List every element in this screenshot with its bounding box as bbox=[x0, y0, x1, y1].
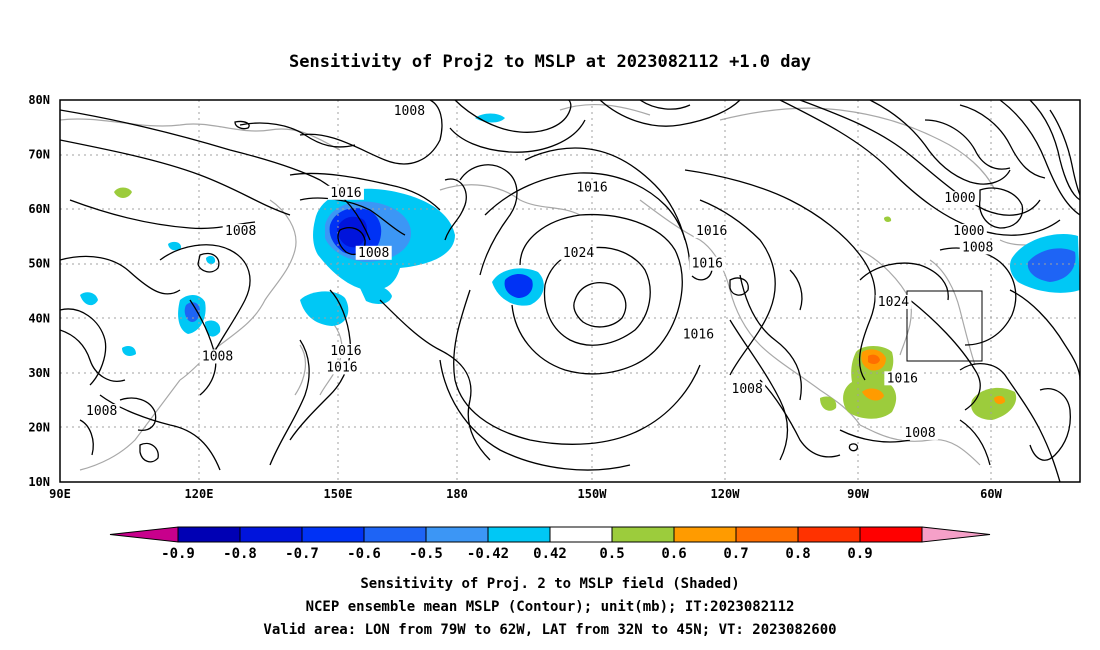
contour-label-background bbox=[729, 382, 766, 397]
y-tick-label: 10N bbox=[28, 475, 50, 489]
contour-label: 1008 bbox=[86, 404, 117, 419]
caption-line-3: Valid area: LON from 79W to 62W, LAT fro… bbox=[263, 622, 836, 638]
contour-label: 1016 bbox=[330, 186, 361, 201]
x-axis: 90E 120E 150E 180 150W 120W 90W 60W bbox=[49, 487, 1002, 501]
contour-label-background bbox=[693, 223, 730, 238]
contour-label-background bbox=[875, 294, 912, 309]
colorbar-cell bbox=[239, 526, 303, 543]
colorbar-cell bbox=[301, 526, 365, 543]
valid-area-box bbox=[906, 290, 983, 362]
contour-label-background bbox=[884, 371, 921, 386]
contour-label-background bbox=[950, 223, 987, 238]
x-tick-label: 90W bbox=[847, 487, 869, 501]
contour-label-background bbox=[355, 245, 392, 260]
contour-label-background bbox=[902, 425, 939, 440]
contour-label: 1008 bbox=[732, 382, 763, 397]
colorbar-cell bbox=[611, 526, 675, 543]
map-frame bbox=[59, 99, 1081, 483]
contour-label-background bbox=[327, 185, 364, 200]
contour-label: 1008 bbox=[225, 224, 256, 239]
y-tick-label: 40N bbox=[28, 311, 50, 325]
colorbar-label: 0.6 bbox=[661, 546, 686, 562]
caption-line-1: Sensitivity of Proj. 2 to MSLP field (Sh… bbox=[360, 576, 739, 592]
colorbar-cell bbox=[549, 526, 613, 543]
y-tick-label: 20N bbox=[28, 420, 50, 434]
contour-label: 1008 bbox=[202, 349, 233, 364]
contour-label-background bbox=[391, 103, 428, 118]
x-tick-label: 150W bbox=[578, 487, 608, 501]
colorbar-cell bbox=[735, 526, 799, 543]
colorbar-label: -0.9 bbox=[161, 546, 195, 562]
contour-label: 1008 bbox=[358, 246, 389, 261]
contour-label-background bbox=[327, 344, 364, 359]
colorbar-lower-extension bbox=[109, 526, 179, 543]
contour-label: 1024 bbox=[878, 295, 909, 310]
colorbar-label: 0.9 bbox=[847, 546, 872, 562]
contour-label: 1008 bbox=[394, 104, 425, 119]
colorbar bbox=[109, 526, 991, 543]
contour-label: 1000 bbox=[953, 224, 984, 239]
contour-label-background bbox=[222, 223, 259, 238]
contour-label: 1000 bbox=[944, 191, 975, 206]
graticule bbox=[60, 100, 1080, 482]
coastlines bbox=[60, 103, 1061, 471]
colorbar-cell bbox=[859, 526, 923, 543]
contour-label-background bbox=[323, 360, 360, 375]
contour-label: 1024 bbox=[563, 246, 594, 261]
contour-label-background bbox=[689, 256, 726, 271]
chart-title: Sensitivity of Proj2 to MSLP at 20230821… bbox=[289, 52, 811, 72]
colorbar-label: -0.5 bbox=[409, 546, 443, 562]
x-tick-label: 120E bbox=[185, 487, 214, 501]
contour-label: 1016 bbox=[683, 328, 714, 343]
y-tick-label: 80N bbox=[28, 93, 50, 107]
x-tick-label: 120W bbox=[711, 487, 741, 501]
colorbar-cell bbox=[425, 526, 489, 543]
contour-label: 1008 bbox=[904, 426, 935, 441]
map-area: 1008 1016 1008 1008 1016 1024 1016 1016 … bbox=[60, 100, 1080, 482]
contour-label: 1016 bbox=[696, 224, 727, 239]
y-tick-label: 30N bbox=[28, 366, 50, 380]
contour-label-background bbox=[574, 180, 610, 195]
x-tick-label: 90E bbox=[49, 487, 71, 501]
contour-label-background bbox=[83, 404, 120, 419]
colorbar-label: 0.42 bbox=[533, 546, 567, 562]
colorbar-label: -0.42 bbox=[467, 546, 509, 562]
contour-label: 1016 bbox=[576, 180, 607, 195]
colorbar-cell bbox=[797, 526, 861, 543]
colorbar-label: 0.5 bbox=[599, 546, 624, 562]
x-tick-label: 60W bbox=[980, 487, 1002, 501]
contour-label-background bbox=[680, 327, 717, 342]
contour-label-background bbox=[959, 240, 996, 255]
x-tick-label: 150E bbox=[324, 487, 353, 501]
colorbar-cell bbox=[363, 526, 427, 543]
y-axis: 10N 20N 30N 40N 50N 60N 70N 80N bbox=[28, 93, 50, 489]
contour-label: 1008 bbox=[962, 240, 993, 255]
colorbar-label: 0.8 bbox=[785, 546, 810, 562]
colorbar-label: -0.8 bbox=[223, 546, 257, 562]
x-tick-label: 180 bbox=[446, 487, 468, 501]
contour-label: 1016 bbox=[692, 257, 723, 272]
colorbar-label: -0.6 bbox=[347, 546, 381, 562]
contour-label-background bbox=[941, 191, 978, 206]
contour-label: 1016 bbox=[887, 371, 918, 386]
contour-label: 1016 bbox=[330, 344, 361, 359]
caption-line-2: NCEP ensemble mean MSLP (Contour); unit(… bbox=[306, 599, 795, 615]
contour-label-background bbox=[199, 349, 236, 364]
colorbar-cell bbox=[487, 526, 551, 543]
contour-labels: 1008 1016 1008 1008 1016 1024 1016 1016 … bbox=[83, 103, 996, 441]
contour-label: 1016 bbox=[326, 360, 357, 375]
y-tick-label: 70N bbox=[28, 148, 50, 162]
colorbar-upper-extension bbox=[921, 526, 991, 543]
colorbar-labels: -0.9 -0.8 -0.7 -0.6 -0.5 -0.42 0.42 0.5 … bbox=[161, 546, 873, 562]
colorbar-cell bbox=[177, 526, 241, 543]
y-tick-label: 50N bbox=[28, 257, 50, 271]
colorbar-label: -0.7 bbox=[285, 546, 319, 562]
colorbar-label: 0.7 bbox=[723, 546, 748, 562]
y-tick-label: 60N bbox=[28, 202, 50, 216]
colorbar-cell bbox=[673, 526, 737, 543]
shaded-sensitivity bbox=[80, 113, 1080, 420]
contour-label-background bbox=[560, 245, 597, 260]
